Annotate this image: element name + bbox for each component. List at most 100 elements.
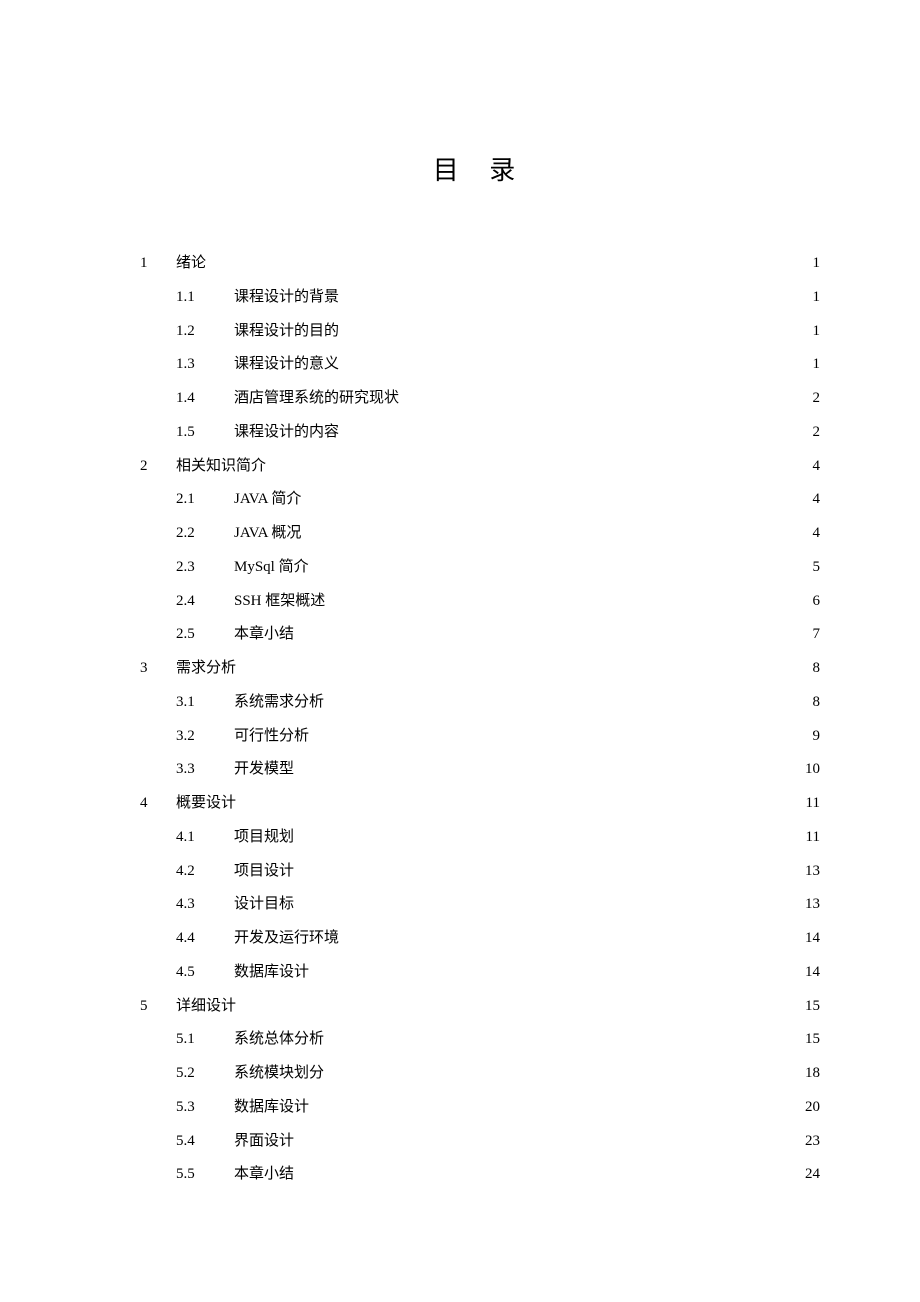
toc-level2-title: 系统模块划分 — [234, 1057, 324, 1091]
toc-page-num: 1 — [804, 348, 820, 382]
toc-page-num: 20 — [804, 1091, 820, 1125]
toc-level2-num: 4.1 — [176, 821, 234, 855]
toc-level2-title: 本章小结 — [234, 618, 294, 652]
toc-page-num: 24 — [804, 1158, 820, 1192]
toc-page-num: 13 — [804, 888, 820, 922]
toc-level2-num: 1.4 — [176, 382, 234, 416]
toc-page-num: 11 — [804, 821, 820, 855]
toc-level2-num: 4.2 — [176, 855, 234, 889]
toc-level1-title: 相关知识简介 — [176, 450, 266, 484]
toc-page-num: 8 — [804, 686, 820, 720]
toc-page-num: 2 — [804, 382, 820, 416]
toc-level2-title: 数据库设计 — [234, 1091, 309, 1125]
toc-level1-num: 1 — [140, 247, 176, 281]
toc-level1-title: 概要设计 — [176, 787, 236, 821]
toc-level2-title: 本章小结 — [234, 1158, 294, 1192]
toc-level1-row: 1绪论1 — [140, 247, 820, 281]
toc-level2-num: 5.2 — [176, 1057, 234, 1091]
toc-level2-row: 3.2可行性分析 9 — [140, 720, 820, 754]
toc-level2-title: 设计目标 — [234, 888, 294, 922]
toc-level2-title: 系统总体分析 — [234, 1023, 324, 1057]
toc-page-num: 14 — [804, 922, 820, 956]
toc-level2-title: 开发及运行环境 — [234, 922, 339, 956]
toc-level2-num: 4.3 — [176, 888, 234, 922]
toc-level2-row: 2.1JAVA 简介 4 — [140, 483, 820, 517]
toc-level1-row: 4概要设计 11 — [140, 787, 820, 821]
toc-level1-title: 需求分析 — [176, 652, 236, 686]
toc-level2-num: 1.2 — [176, 315, 234, 349]
toc-level2-row: 5.5本章小结 24 — [140, 1158, 820, 1192]
toc-level2-title: 课程设计的目的 — [234, 315, 339, 349]
page-title: 目 录 — [140, 150, 820, 187]
toc-page-num: 11 — [804, 787, 820, 821]
toc-page-num: 4 — [804, 450, 820, 484]
toc-level2-row: 5.3数据库设计20 — [140, 1091, 820, 1125]
toc-level2-row: 2.4SSH 框架概述6 — [140, 585, 820, 619]
toc-level2-row: 1.1课程设计的背景1 — [140, 281, 820, 315]
toc-level2-title: JAVA 简介 — [234, 483, 301, 517]
toc-level1-num: 5 — [140, 990, 176, 1024]
table-of-contents: 1绪论11.1课程设计的背景11.2课程设计的目的11.3课程设计的意义11.4… — [140, 247, 820, 1192]
toc-level2-row: 4.2项目设计 13 — [140, 855, 820, 889]
toc-page-num: 9 — [804, 720, 820, 754]
toc-page-num: 23 — [804, 1125, 820, 1159]
toc-level2-num: 4.4 — [176, 922, 234, 956]
toc-page-num: 4 — [804, 517, 820, 551]
toc-page-num: 5 — [804, 551, 820, 585]
toc-level2-row: 2.3MySql 简介 5 — [140, 551, 820, 585]
toc-page-num: 8 — [804, 652, 820, 686]
toc-level2-title: MySql 简介 — [234, 551, 309, 585]
toc-level2-num: 3.3 — [176, 753, 234, 787]
toc-level2-title: 项目设计 — [234, 855, 294, 889]
toc-level2-title: 开发模型 — [234, 753, 294, 787]
toc-level1-num: 4 — [140, 787, 176, 821]
toc-level1-title: 详细设计 — [176, 990, 236, 1024]
toc-page-num: 4 — [804, 483, 820, 517]
toc-level2-title: 课程设计的内容 — [234, 416, 339, 450]
toc-level2-row: 5.2系统模块划分 18 — [140, 1057, 820, 1091]
toc-level2-num: 5.4 — [176, 1125, 234, 1159]
toc-page-num: 15 — [804, 1023, 820, 1057]
toc-level2-title: 数据库设计 — [234, 956, 309, 990]
toc-level2-title: 项目规划 — [234, 821, 294, 855]
toc-level2-num: 3.2 — [176, 720, 234, 754]
toc-level2-num: 1.3 — [176, 348, 234, 382]
toc-level2-num: 2.1 — [176, 483, 234, 517]
toc-level2-row: 4.1项目规划 11 — [140, 821, 820, 855]
toc-level2-row: 2.5本章小结7 — [140, 618, 820, 652]
toc-level2-title: 课程设计的意义 — [234, 348, 339, 382]
toc-page-num: 7 — [804, 618, 820, 652]
toc-level2-row: 2.2JAVA 概况 4 — [140, 517, 820, 551]
toc-page-num: 1 — [804, 315, 820, 349]
toc-level2-row: 4.3设计目标 13 — [140, 888, 820, 922]
toc-level2-row: 1.5课程设计的内容2 — [140, 416, 820, 450]
toc-level1-num: 3 — [140, 652, 176, 686]
toc-level2-num: 5.5 — [176, 1158, 234, 1192]
toc-page-num: 10 — [804, 753, 820, 787]
toc-page-num: 18 — [804, 1057, 820, 1091]
toc-level2-num: 5.1 — [176, 1023, 234, 1057]
toc-level2-num: 4.5 — [176, 956, 234, 990]
toc-level2-title: 可行性分析 — [234, 720, 309, 754]
toc-level2-num: 1.1 — [176, 281, 234, 315]
toc-level2-title: JAVA 概况 — [234, 517, 301, 551]
toc-level1-row: 3需求分析 8 — [140, 652, 820, 686]
toc-level1-num: 2 — [140, 450, 176, 484]
toc-level2-row: 1.4酒店管理系统的研究现状 2 — [140, 382, 820, 416]
toc-level2-row: 3.1系统需求分析8 — [140, 686, 820, 720]
toc-level2-row: 3.3开发模型 10 — [140, 753, 820, 787]
toc-level2-row: 4.4开发及运行环境 14 — [140, 922, 820, 956]
toc-page-num: 15 — [804, 990, 820, 1024]
toc-level2-row: 1.2课程设计的目的 1 — [140, 315, 820, 349]
toc-page-num: 1 — [804, 281, 820, 315]
toc-level2-row: 5.4界面设计23 — [140, 1125, 820, 1159]
toc-level2-row: 5.1系统总体分析 15 — [140, 1023, 820, 1057]
toc-page-num: 13 — [804, 855, 820, 889]
toc-level2-num: 2.4 — [176, 585, 234, 619]
toc-level2-num: 2.3 — [176, 551, 234, 585]
toc-level2-title: 系统需求分析 — [234, 686, 324, 720]
toc-level1-row: 2相关知识简介 4 — [140, 450, 820, 484]
toc-page-num: 6 — [804, 585, 820, 619]
toc-level2-title: 酒店管理系统的研究现状 — [234, 382, 399, 416]
toc-level2-num: 2.2 — [176, 517, 234, 551]
